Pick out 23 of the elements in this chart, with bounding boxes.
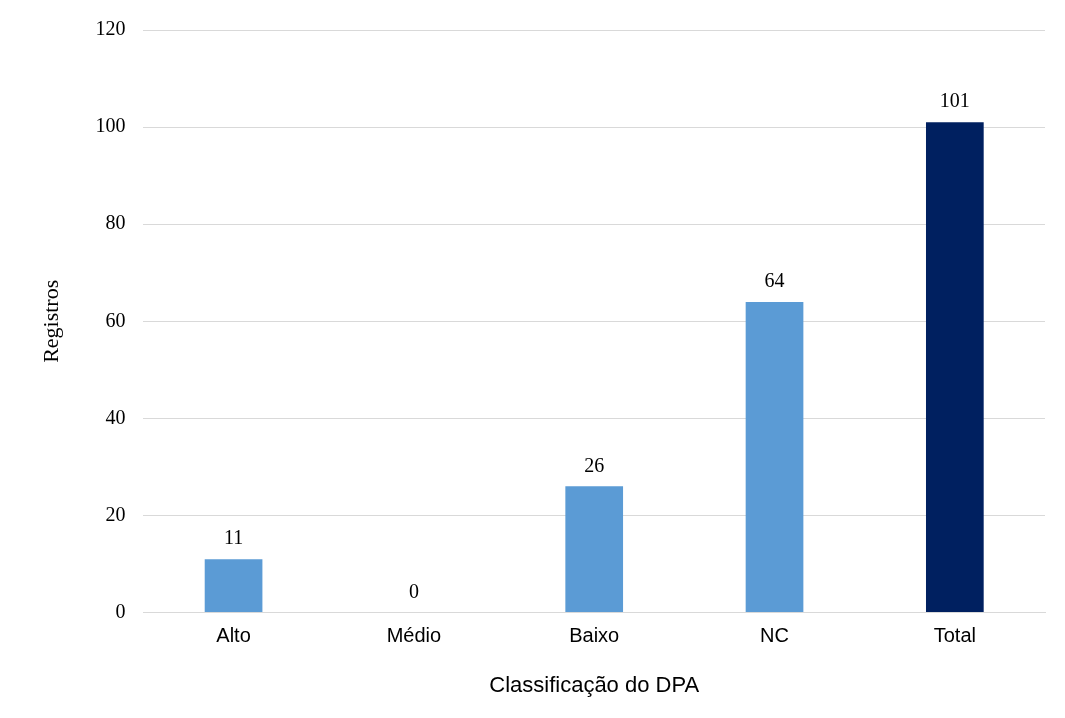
x-axis-title: Classificação do DPA — [489, 671, 700, 697]
x-tick-label: Baixo — [569, 624, 620, 647]
y-tick-label: 20 — [105, 502, 126, 525]
bar — [565, 486, 624, 613]
y-tick-label: 40 — [105, 405, 126, 428]
bar — [925, 122, 984, 613]
x-tick-label: Médio — [386, 624, 442, 647]
x-tick-label: Total — [933, 624, 976, 647]
y-tick-label: 100 — [95, 114, 126, 137]
y-tick-label: 0 — [115, 599, 126, 622]
bar — [204, 559, 263, 613]
y-tick-label: 60 — [105, 308, 126, 331]
data-label: 11 — [223, 526, 244, 549]
x-tick-label: Alto — [216, 624, 251, 647]
bar — [745, 301, 804, 613]
y-tick-label: 120 — [95, 17, 126, 40]
data-label: 101 — [939, 89, 970, 112]
data-label: 26 — [584, 453, 605, 476]
data-label: 64 — [764, 269, 785, 292]
y-axis-title: Registros — [37, 279, 63, 363]
x-tick-label: NC — [760, 624, 789, 647]
data-label: 0 — [408, 579, 419, 602]
y-tick-label: 80 — [105, 211, 126, 234]
